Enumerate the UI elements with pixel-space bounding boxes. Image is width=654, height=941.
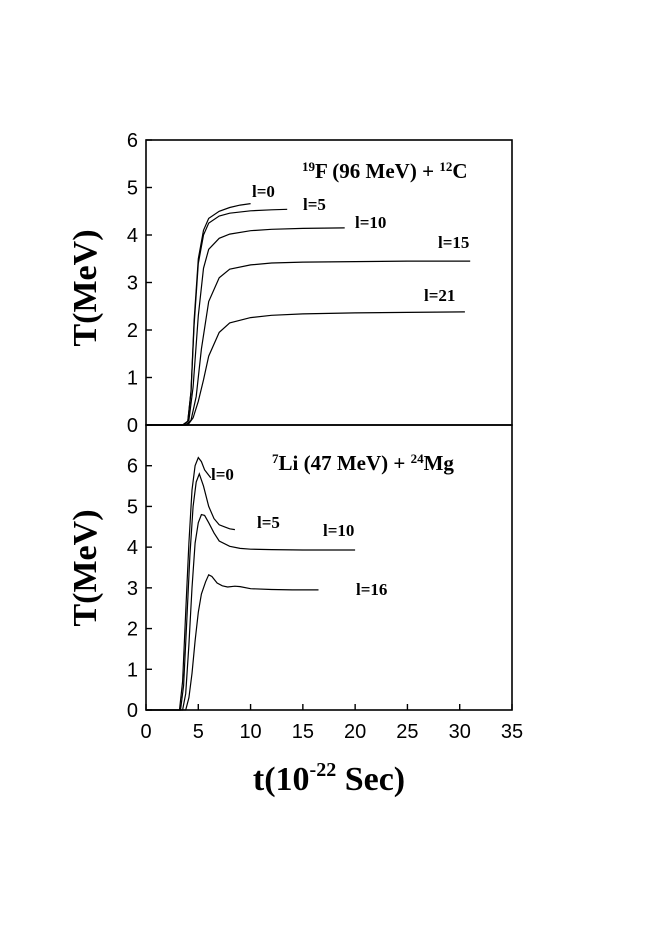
x-tick-label: 20	[344, 721, 366, 743]
x-tick-label: 30	[449, 721, 471, 743]
bottom-y-axis-label: T(MeV)	[67, 509, 104, 626]
top-series-l10	[146, 227, 345, 426]
bottom-panel-title: 7Li (47 MeV) + 24Mg	[272, 451, 454, 475]
top-y-tick-label: 1	[127, 368, 138, 390]
panel-bottom: 0 1 2 3 4 5 6 0 5 10 15 20 25 30 35 T(MeV) 7Li (47 Me…	[67, 424, 523, 798]
bottom-series-l0	[146, 456, 212, 711]
panel-top: 0 1 2 3 4 5 6 T(MeV) 19F (96 MeV) + 12C l=0 l=…	[67, 130, 513, 437]
bottom-y-tick-label: 6	[127, 456, 138, 478]
top-label-l10: l=10	[355, 213, 386, 232]
bottom-y-tick-label: 5	[127, 496, 138, 518]
bottom-series-l16	[146, 573, 319, 711]
top-series-l21	[146, 311, 465, 426]
x-tick-label: 5	[193, 721, 204, 743]
top-y-axis-label: T(MeV)	[67, 229, 104, 346]
top-label-l5: l=5	[303, 195, 326, 214]
bottom-y-tick-label: 3	[127, 578, 138, 600]
panel-bottom-frame	[145, 424, 513, 711]
bottom-label-l16: l=16	[356, 580, 387, 599]
top-series-l15	[146, 260, 471, 426]
top-y-tick-label: 4	[127, 225, 138, 247]
bottom-y-tick-label: 0	[127, 700, 138, 722]
bottom-series-l10	[146, 513, 356, 711]
top-panel-title: 19F (96 MeV) + 12C	[302, 159, 467, 183]
bottom-y-tick-label: 4	[127, 537, 138, 559]
top-y-tick-label: 6	[127, 130, 138, 152]
x-tick-label: 10	[239, 721, 261, 743]
bottom-label-l0: l=0	[211, 465, 234, 484]
bottom-y-tick-label: 2	[127, 619, 138, 641]
bottom-label-l5: l=5	[257, 513, 280, 532]
x-tick-label: 25	[396, 721, 418, 743]
top-label-l21: l=21	[424, 286, 455, 305]
top-label-l0: l=0	[252, 182, 275, 201]
x-tick-label: 15	[292, 721, 314, 743]
x-axis-label: t(10-22 Sec)	[253, 759, 405, 798]
x-tick-label: 35	[501, 721, 523, 743]
x-tick-label: 0	[140, 721, 151, 743]
top-label-l15: l=15	[438, 233, 469, 252]
top-y-tick-label: 3	[127, 273, 138, 295]
bottom-y-tick-label: 1	[127, 659, 138, 681]
bottom-series-l5	[146, 472, 235, 711]
top-y-tick-label: 2	[127, 320, 138, 342]
top-y-tick-label: 5	[127, 178, 138, 200]
bottom-label-l10: l=10	[323, 521, 354, 540]
top-y-tick-label: 0	[127, 415, 138, 437]
